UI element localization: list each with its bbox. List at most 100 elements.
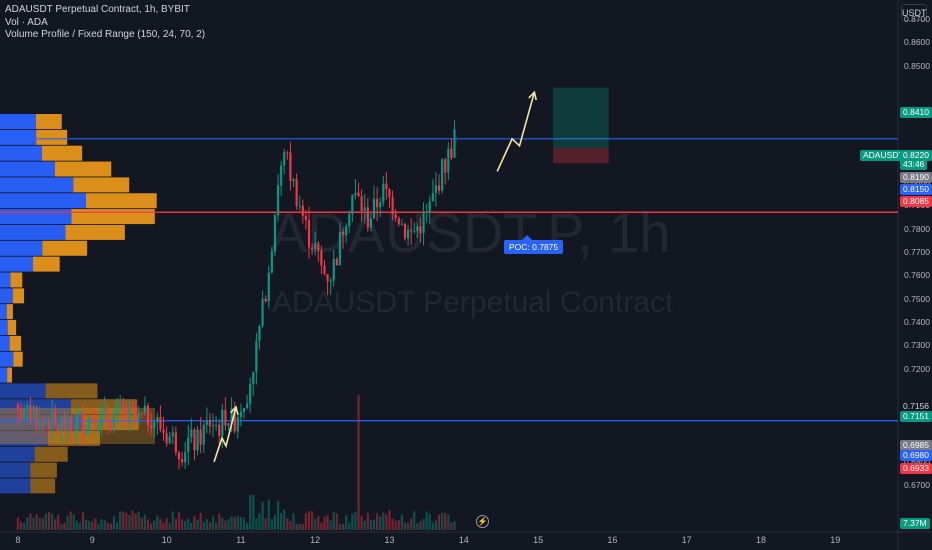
volume-bar <box>85 520 88 530</box>
vp-sell-bar <box>34 446 68 462</box>
candle <box>187 437 190 453</box>
candle <box>174 432 177 453</box>
small-arrow-drawing <box>213 406 237 463</box>
candle <box>60 418 63 431</box>
candle <box>112 413 116 429</box>
candle <box>447 148 450 173</box>
vp-sell-bar <box>65 224 125 240</box>
volume-bar <box>422 519 425 530</box>
volume-bar <box>208 522 212 530</box>
candle <box>406 229 410 239</box>
volume-legend[interactable]: Vol · ADA <box>5 16 48 28</box>
candle <box>211 425 215 427</box>
volume-bar <box>441 512 444 530</box>
candle <box>29 405 32 419</box>
volume-bar <box>211 516 215 530</box>
volume-bar <box>360 515 363 530</box>
volume-bar <box>444 512 447 530</box>
volume-bar <box>403 522 407 530</box>
candle <box>276 185 280 216</box>
vp-buy-bar <box>0 446 35 462</box>
volume-bar <box>406 522 410 530</box>
candle <box>376 198 379 208</box>
volume-bar <box>280 512 283 530</box>
volume-bar <box>376 513 379 530</box>
vp-buy-bar <box>0 224 66 240</box>
volume-bar <box>450 522 453 530</box>
price-axis-label: 0.6700 <box>904 480 930 490</box>
candle <box>146 405 150 426</box>
candle <box>403 223 407 239</box>
volume-bar <box>245 522 249 530</box>
vp-buy-bar <box>0 319 8 335</box>
vp-buy-bar <box>0 272 11 288</box>
volume-bar <box>273 515 277 530</box>
replay-icon[interactable]: ⚡ <box>476 515 489 528</box>
candle <box>122 404 125 410</box>
candle <box>26 405 29 410</box>
symbol-legend[interactable]: ADAUSDT Perpetual Contract, 1h, BYBIT <box>5 4 190 15</box>
candle <box>264 298 267 302</box>
volume-bar <box>242 517 246 530</box>
candle <box>335 258 338 266</box>
volume-bar <box>23 522 26 530</box>
candle <box>150 425 153 429</box>
volume-bar <box>292 513 295 530</box>
volume-bar <box>385 514 388 530</box>
volume-bar <box>112 516 116 530</box>
volume-bar <box>252 494 255 530</box>
candle <box>128 406 131 418</box>
vp-sell-bar <box>30 478 56 494</box>
volume-bar <box>26 517 29 530</box>
price-tag: 0.8410 <box>900 107 932 118</box>
volume-bar <box>307 510 311 530</box>
volume-bar <box>366 512 369 530</box>
candle <box>298 205 301 207</box>
candle <box>125 409 128 418</box>
candle <box>184 452 187 463</box>
candle <box>311 247 314 250</box>
volume-bar <box>434 520 438 530</box>
volume-bar <box>326 515 329 530</box>
volume-bar <box>47 511 51 530</box>
candle <box>410 229 413 232</box>
candle <box>292 179 295 181</box>
price-tag: 0.6985 <box>900 440 932 451</box>
volume-bar <box>174 518 177 530</box>
volume-bar <box>289 521 292 530</box>
currency-button[interactable]: USDT <box>901 4 927 21</box>
candle <box>419 226 422 234</box>
candle <box>320 250 323 266</box>
price-axis-label: 0.7200 <box>904 363 930 374</box>
candle <box>388 189 391 197</box>
volume-bar <box>72 514 75 530</box>
volume-bar <box>97 523 100 530</box>
volume-profile-legend[interactable]: Volume Profile / Fixed Range (150, 24, 7… <box>5 29 206 40</box>
volume-bar <box>128 515 131 530</box>
candle <box>295 179 298 206</box>
volume-bar <box>41 517 44 530</box>
candle <box>249 383 252 404</box>
small-arrow-drawing-head <box>229 405 239 415</box>
candle <box>286 152 289 154</box>
volume-bar <box>94 518 97 530</box>
candle <box>332 258 335 281</box>
candle <box>369 218 373 228</box>
candle <box>255 340 258 372</box>
candle <box>382 183 385 203</box>
time-axis-label: 17 <box>681 535 692 545</box>
price-tag: 0.7156 <box>900 401 932 412</box>
candle <box>81 411 85 435</box>
time-axis-label: 14 <box>458 535 469 545</box>
vp-buy-bar <box>0 430 48 446</box>
candle <box>218 424 221 436</box>
price-tag: 7.37M <box>900 518 930 529</box>
volume-bar <box>159 519 162 530</box>
volume-bar <box>314 518 317 530</box>
vp-buy-bar <box>0 383 46 399</box>
candle <box>428 201 431 212</box>
time-axis-label: 9 <box>89 535 95 545</box>
candle <box>54 412 57 427</box>
candle <box>304 215 308 221</box>
